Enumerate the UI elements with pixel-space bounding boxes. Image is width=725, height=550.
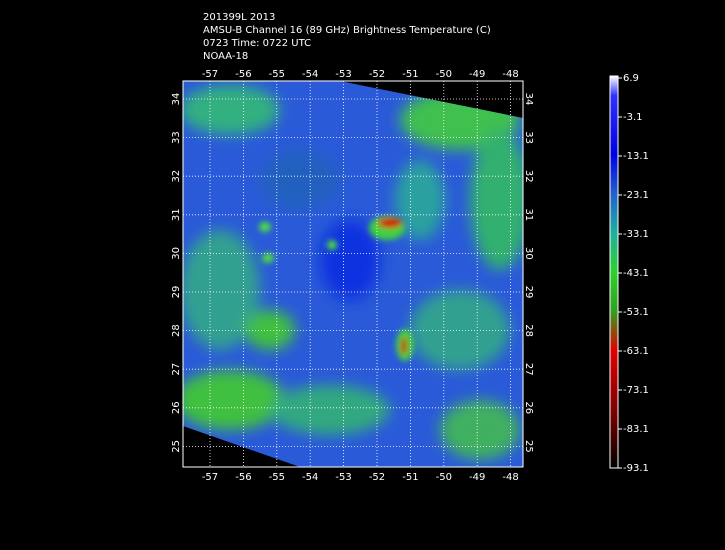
lon-label-top: -55 [269, 69, 285, 80]
lat-label-left: 34 [171, 93, 182, 106]
lon-label-top: -52 [369, 69, 385, 80]
lat-label-left: 27 [171, 363, 182, 376]
lat-label-right: 31 [523, 208, 534, 221]
lon-label-bottom: -56 [235, 472, 251, 483]
lon-label-bottom: -49 [469, 472, 485, 483]
lat-label-right: 32 [523, 170, 534, 183]
lat-label-left: 26 [171, 401, 182, 414]
lon-label-top: -53 [335, 69, 351, 80]
lat-label-left: 30 [171, 247, 182, 260]
lat-label-right: 25 [523, 440, 534, 453]
colorbar-label: -53.1 [623, 307, 649, 318]
lat-label-left: 31 [171, 208, 182, 221]
lon-label-top: -57 [202, 69, 218, 80]
lat-label-right: 29 [523, 286, 534, 299]
header-line: 201399L 2013 [203, 12, 275, 23]
lat-label-left: 29 [171, 286, 182, 299]
lat-label-right: 30 [523, 247, 534, 260]
lon-label-bottom: -54 [302, 472, 318, 483]
header-line: NOAA-18 [203, 51, 248, 62]
colorbar [609, 75, 619, 469]
lat-label-right: 27 [523, 363, 534, 376]
lon-label-bottom: -55 [269, 472, 285, 483]
lon-label-top: -49 [469, 69, 485, 80]
grid: -57 -57 -56 -56 -55 -55 -54 -54 -53 -53 -52 -52 -51 -… [171, 69, 534, 483]
lon-label-top: -54 [302, 69, 318, 80]
lat-label-left: 25 [171, 440, 182, 453]
colorbar-label: -63.1 [623, 346, 649, 357]
colorbar-labels: 6.9 -3.1 -13.1 -23.1 -33.1 -43.1 -53.1 -63.1 -73… [618, 73, 649, 474]
lat-label-right: 34 [523, 93, 534, 106]
lon-label-top: -48 [502, 69, 518, 80]
lon-label-bottom: -51 [402, 472, 418, 483]
lat-label-left: 28 [171, 324, 182, 337]
lat-label-left: 33 [171, 131, 182, 144]
lon-label-bottom: -52 [369, 472, 385, 483]
colorbar-label: 6.9 [623, 73, 639, 84]
lat-label-left: 32 [171, 170, 182, 183]
header-line: 0723 Time: 0722 UTC [203, 38, 311, 49]
header: 201399L 2013 AMSU-B Channel 16 (89 GHz) B… [203, 12, 491, 62]
colorbar-label: -93.1 [623, 463, 649, 474]
colorbar-label: -43.1 [623, 268, 649, 279]
lon-label-top: -51 [402, 69, 418, 80]
header-line: AMSU-B Channel 16 (89 GHz) Brightness Te… [203, 25, 491, 36]
lon-label-bottom: -53 [335, 472, 351, 483]
colorbar-label: -13.1 [623, 151, 649, 162]
lon-label-bottom: -50 [436, 472, 452, 483]
lat-label-right: 28 [523, 324, 534, 337]
brightness-image [183, 81, 523, 467]
colorbar-label: -33.1 [623, 229, 649, 240]
colorbar-label: -3.1 [623, 112, 643, 123]
lon-label-bottom: -48 [502, 472, 518, 483]
lat-label-right: 26 [523, 401, 534, 414]
lat-label-right: 33 [523, 131, 534, 144]
colorbar-label: -83.1 [623, 424, 649, 435]
colorbar-label: -73.1 [623, 385, 649, 396]
lon-label-top: -50 [436, 69, 452, 80]
map-frame [182, 80, 524, 468]
lon-label-top: -56 [235, 69, 251, 80]
lon-label-bottom: -57 [202, 472, 218, 483]
colorbar-label: -23.1 [623, 190, 649, 201]
